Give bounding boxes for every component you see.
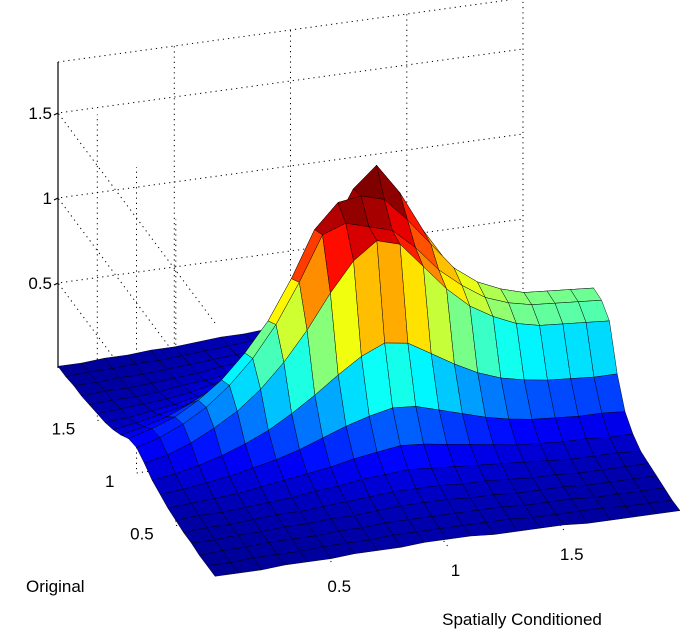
z-tick-mark [53, 282, 59, 286]
back-edge [57, 0, 524, 304]
surface-mesh [57, 164, 680, 577]
surface-facet [648, 499, 680, 515]
z-tick-mark [53, 197, 59, 201]
y-tick-label: 1.5 [52, 420, 76, 439]
y-axis-label: Original [26, 577, 85, 596]
x-tick-label: 0.5 [327, 577, 351, 596]
z-tick-label: 1 [43, 189, 52, 208]
y-tick-label: 0.5 [130, 525, 154, 544]
tick-labels: 0.5 1 1.5 0.5 1 1.5 0.5 1 1.5 [28, 104, 583, 596]
z-tick-mark [53, 112, 59, 116]
x-tick-label: 1 [451, 561, 460, 580]
x-axis-label: Spatially Conditioned [442, 610, 602, 629]
z-tick-label: 0.5 [28, 274, 52, 293]
y-tick-label: 1 [105, 472, 114, 491]
z-tick-label: 1.5 [28, 104, 52, 123]
x-tick-label: 1.5 [560, 545, 584, 564]
